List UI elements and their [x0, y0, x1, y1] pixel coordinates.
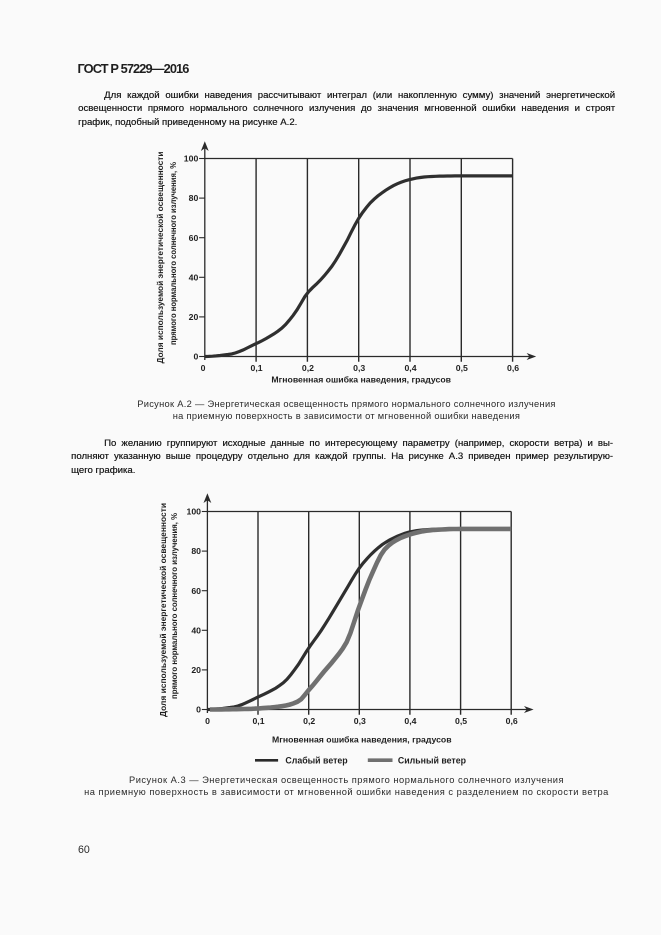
svg-text:0: 0	[196, 705, 201, 715]
svg-text:100: 100	[187, 507, 202, 517]
svg-text:0,2: 0,2	[302, 363, 314, 373]
svg-text:40: 40	[191, 625, 201, 635]
svg-text:Доля используемой энергетическ: Доля используемой энергетической освещен…	[156, 151, 165, 363]
svg-text:0: 0	[201, 363, 206, 373]
svg-text:Сильный ветер: Сильный ветер	[398, 756, 467, 766]
svg-text:60: 60	[191, 586, 201, 596]
svg-text:Мгновенная ошибка наведения, г: Мгновенная ошибка наведения, градусов	[272, 735, 452, 745]
svg-text:Доля используемой энергетическ: Доля используемой энергетической освещен…	[159, 503, 168, 717]
svg-text:80: 80	[191, 546, 201, 556]
svg-text:0,3: 0,3	[354, 716, 366, 726]
svg-text:0,6: 0,6	[507, 363, 519, 373]
svg-text:0: 0	[193, 352, 198, 362]
svg-text:прямого нормального солнечного: прямого нормального солнечного излучения…	[170, 513, 179, 699]
svg-text:0,3: 0,3	[353, 363, 365, 373]
svg-text:0,4: 0,4	[404, 716, 416, 726]
svg-text:40: 40	[189, 272, 199, 282]
svg-text:Слабый ветер: Слабый ветер	[285, 756, 348, 766]
svg-text:0,5: 0,5	[456, 363, 468, 373]
svg-text:прямого нормального солнечного: прямого нормального солнечного излучения…	[169, 162, 178, 345]
svg-text:0,6: 0,6	[506, 716, 518, 726]
svg-text:80: 80	[189, 193, 199, 203]
svg-text:20: 20	[189, 312, 199, 322]
svg-text:0,1: 0,1	[251, 363, 263, 373]
svg-text:0,5: 0,5	[455, 716, 467, 726]
svg-text:0,2: 0,2	[303, 716, 315, 726]
svg-text:100: 100	[184, 154, 199, 164]
svg-text:60: 60	[189, 233, 199, 243]
svg-text:0: 0	[205, 716, 210, 726]
svg-text:0,4: 0,4	[404, 363, 416, 373]
svg-text:20: 20	[191, 665, 201, 675]
svg-text:0,1: 0,1	[252, 716, 264, 726]
svg-text:Мгновенная ошибка наведения, г: Мгновенная ошибка наведения, градусов	[271, 374, 451, 384]
